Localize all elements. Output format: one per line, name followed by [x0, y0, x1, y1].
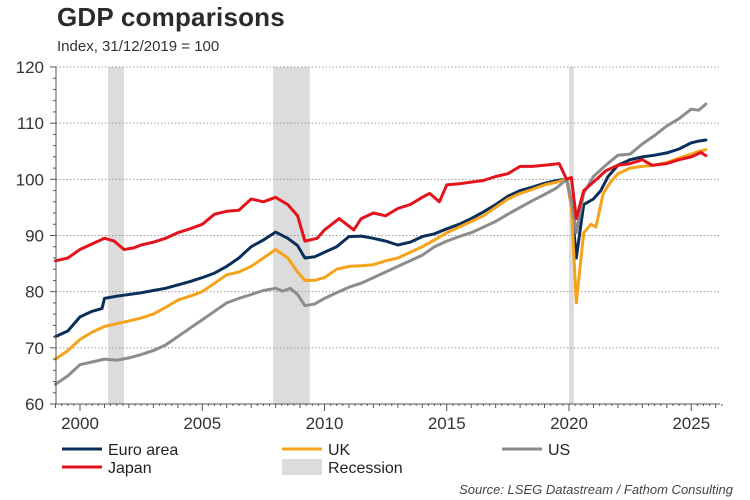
y-tick-label: 80 [25, 283, 44, 302]
legend-item-japan: Japan [62, 460, 152, 477]
legend-label: US [548, 442, 570, 459]
x-tick-label: 2010 [306, 414, 344, 433]
series-line-euro-area [54, 138, 708, 339]
legend-item-recession: Recession [282, 459, 403, 477]
series-line-uk [54, 148, 708, 361]
x-tick-label: 2015 [428, 414, 466, 433]
y-tick-label: 100 [16, 170, 44, 189]
axes: 60 70 80 90 100 110 120 2000 2005 2010 2015 2020 202… [16, 58, 723, 433]
legend-label: Japan [108, 460, 152, 477]
legend-item-us: US [502, 442, 570, 459]
legend: Euro area UK US Japan Recession [62, 442, 570, 477]
chart-subtitle: Index, 31/12/2019 = 100 [57, 38, 220, 55]
legend-label: Recession [328, 460, 403, 477]
x-tick-label: 2005 [183, 414, 221, 433]
y-tick-label: 90 [25, 227, 44, 246]
legend-label: UK [328, 442, 351, 459]
series-line-us [54, 102, 708, 386]
legend-label: Euro area [108, 442, 178, 459]
series-lines [54, 102, 708, 386]
y-tick-label: 110 [17, 114, 44, 133]
chart-title: GDP comparisons [57, 2, 285, 32]
x-tick-label: 2025 [672, 414, 710, 433]
x-tick-label: 2020 [550, 414, 588, 433]
legend-swatch [282, 459, 322, 475]
y-tick-label: 70 [25, 339, 44, 358]
x-tick-label: 2000 [61, 414, 99, 433]
legend-item-euro-area: Euro area [62, 442, 178, 459]
y-tick-label: 120 [16, 58, 44, 77]
gridlines [56, 66, 720, 349]
legend-item-uk: UK [282, 442, 351, 459]
y-tick-label: 60 [25, 395, 44, 414]
source-note: Source: LSEG Datastream / Fathom Consult… [459, 482, 734, 497]
series-line-japan [54, 150, 708, 263]
